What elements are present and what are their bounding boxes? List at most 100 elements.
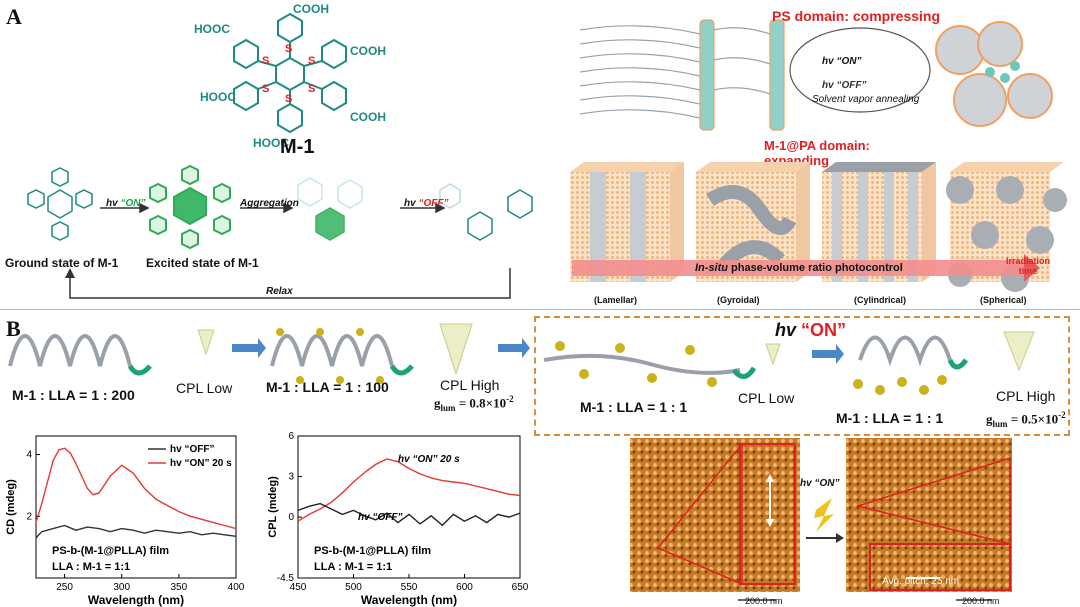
y-tick-label: 0 <box>288 512 294 523</box>
ratio-100-label: M-1 : LLA = 1 : 100 <box>266 379 389 395</box>
x-tick-label: 650 <box>512 582 529 593</box>
afm-after <box>846 438 1012 601</box>
cooh-label-bottom: COOH <box>350 110 386 124</box>
cpl-annotation-film: PS-b-(M-1@PLLA) film <box>314 545 431 557</box>
sphere-clusters <box>935 21 1053 127</box>
pa-beads <box>699 19 785 131</box>
ground-state-molecule <box>27 167 93 241</box>
afm-hv-on-label: hv “ON” <box>800 478 840 489</box>
ratio-1-a-label: M-1 : LLA = 1 : 1 <box>580 399 688 415</box>
phase-control-bar-label: In-situ phase-volume ratio photocontrol <box>695 262 903 274</box>
afm-scale-left: 200.0 nm <box>745 596 783 606</box>
hooc-label-top: HOOC <box>194 22 230 36</box>
series-line <box>297 502 521 527</box>
hv-on-box-title: hv “ON” <box>775 320 847 340</box>
svg-text:S: S <box>285 43 292 55</box>
glum-1-label: glum = 0.8×10-2 <box>434 394 514 413</box>
molecule-name: M-1 <box>280 136 315 158</box>
arrow-aggregation: Aggregation <box>240 198 299 209</box>
y-tick-label: 6 <box>288 431 294 442</box>
y-tick-label: 3 <box>288 472 294 483</box>
panel-b-letter: B <box>6 316 21 341</box>
cd-annotation-film: PS-b-(M-1@PLLA) film <box>52 545 169 557</box>
series-line <box>297 458 521 522</box>
phase-lamellar-label: (Lamellar) <box>594 295 638 305</box>
hv-on-dashed-box <box>534 316 1070 436</box>
svg-text:S: S <box>308 83 315 95</box>
x-tick-label: 300 <box>113 582 130 593</box>
y-tick-label: 2 <box>26 511 32 522</box>
helix-2 <box>270 334 394 367</box>
ratio-200-label: M-1 : LLA = 1 : 200 <box>12 387 135 403</box>
phase-cylindrical-label: (Cylindrical) <box>854 295 907 305</box>
cpl-high-label-2: CPL High <box>996 388 1056 404</box>
svg-text:S: S <box>285 93 292 105</box>
legend-label: hv “ON” 20 s <box>170 458 232 469</box>
cpl-low-label-1: CPL Low <box>176 380 233 396</box>
y-axis-label: CPL (mdeg) <box>267 476 279 538</box>
afm-pitch-label: Avg. pitch: 25 nm <box>882 576 960 587</box>
helix-illustrations <box>8 323 530 384</box>
x-axis-label: Wavelength (nm) <box>361 593 457 607</box>
panel-a-letter: A <box>6 4 22 29</box>
hv-on-box-illustrations <box>543 331 1035 395</box>
relaxed-molecules <box>439 183 533 241</box>
svg-text:S: S <box>262 55 269 67</box>
helix-1 <box>8 334 132 367</box>
irradiation-time-label: Irradiation time <box>1006 256 1051 276</box>
legend-label: hv “OFF” <box>170 444 214 455</box>
excited-state-label: Excited state of M-1 <box>146 256 259 270</box>
cpl-low-cone-1 <box>197 329 215 356</box>
cooh-label-mid: COOH <box>350 44 386 58</box>
svg-text:S: S <box>308 55 315 67</box>
glum-2-label: glum = 0.5×10-2 <box>986 410 1066 429</box>
ratio-1-b-label: M-1 : LLA = 1 : 1 <box>836 410 944 426</box>
aggregated-molecules <box>297 177 363 241</box>
ground-state-label: Ground state of M-1 <box>5 256 119 270</box>
svg-text:S: S <box>262 83 269 95</box>
ps-domain-label: PS domain: compressing <box>772 8 941 24</box>
y-tick-label: -4.5 <box>277 573 295 584</box>
relax-loop-arrow <box>65 268 511 299</box>
afm-scale-right: 200.0 nm <box>962 596 1000 606</box>
y-tick-label: 4 <box>26 450 32 461</box>
x-tick-label: 500 <box>345 582 362 593</box>
cpl-annotation-off: hv “OFF” <box>358 512 402 523</box>
solvent-label: Solvent vapor annealing <box>812 94 920 105</box>
hooc-label-bottom: HOOC <box>253 136 289 150</box>
series-line <box>35 447 237 530</box>
x-tick-label: 400 <box>228 582 245 593</box>
lamellar-chains <box>579 25 701 119</box>
arrow-hv-off: hv “OFF” <box>404 198 449 209</box>
m1-molecule-structure: S S S S S S <box>233 12 347 134</box>
cpl-low-label-2: CPL Low <box>738 390 795 406</box>
x-tick-label: 550 <box>401 582 418 593</box>
y-axis-label: CD (mdeg) <box>5 479 17 535</box>
solvent-hv-off: hv “OFF” <box>822 80 867 91</box>
arrow-hv-on: hv “ON” <box>106 198 146 209</box>
phase-spherical-label: (Spherical) <box>980 295 1027 305</box>
phase-gyroidal-label: (Gyroidal) <box>717 295 760 305</box>
x-tick-label: 250 <box>56 582 73 593</box>
cpl-chart: 450 500 550 600 650 -4.5 0 3 6 Wavelength (nm) CPL… <box>267 431 529 607</box>
phase-cubes <box>570 162 1067 292</box>
solvent-hv-on: hv “ON” <box>822 56 862 67</box>
cd-annotation-ratio: LLA : M-1 = 1:1 <box>52 561 130 573</box>
relax-label: Relax <box>266 286 293 297</box>
x-tick-label: 600 <box>456 582 473 593</box>
cd-chart: 250 300 350 400 2 4 Wavelength (nm) CD (mdeg) PS… <box>5 435 245 607</box>
cpl-high-label-1: CPL High <box>440 377 500 393</box>
cpl-annotation-ratio: LLA : M-1 = 1:1 <box>314 561 392 573</box>
afm-images <box>630 438 1012 601</box>
x-tick-label: 450 <box>290 582 307 593</box>
panel-divider <box>0 309 1080 310</box>
cpl-annotation-on: hv “ON” 20 s <box>398 454 460 465</box>
state-illustrations <box>27 164 533 250</box>
cooh-label-top: COOH <box>293 2 329 16</box>
x-axis-label: Wavelength (nm) <box>88 593 184 607</box>
hooc-label-mid: HOOC <box>200 90 236 104</box>
plot-frame <box>35 435 237 579</box>
excited-state-molecule <box>149 164 231 250</box>
afm-before <box>630 438 800 601</box>
series-line <box>35 524 237 539</box>
